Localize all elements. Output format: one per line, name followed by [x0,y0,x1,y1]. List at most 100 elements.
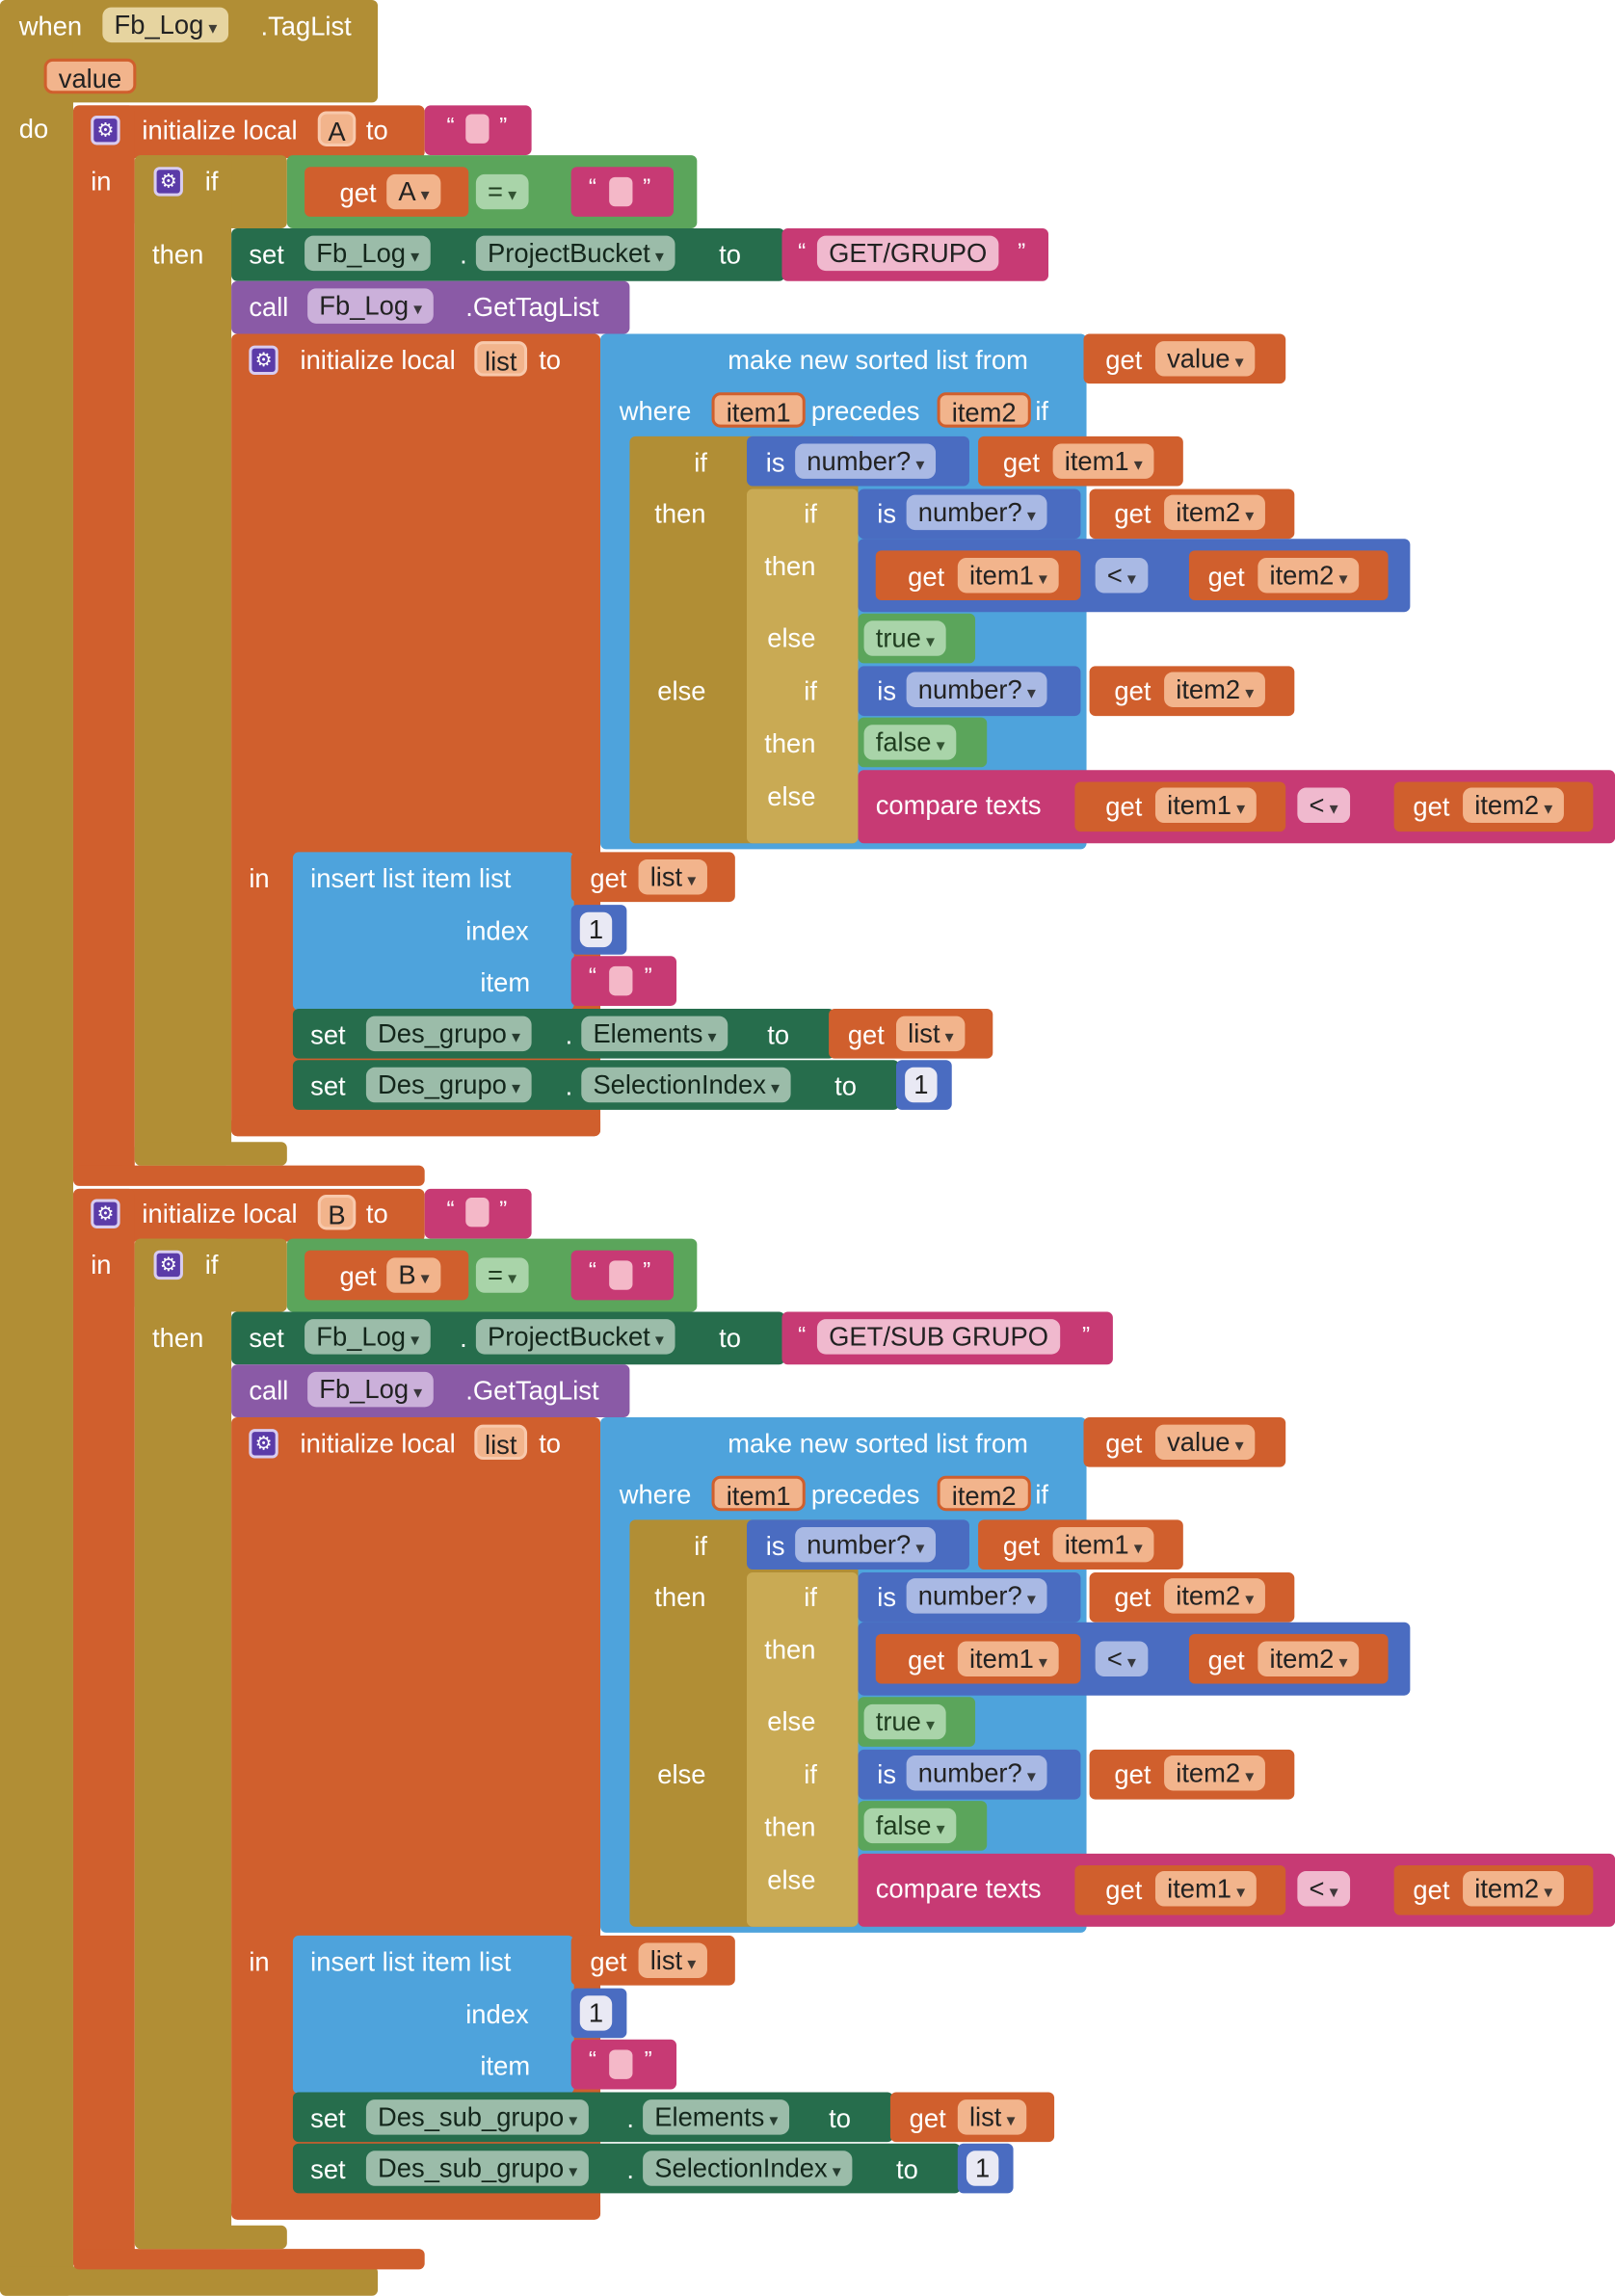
get-label: get [1105,1429,1143,1459]
lt-operator-dropdown[interactable]: < [1095,1641,1149,1676]
number-field[interactable]: 1 [579,1995,613,2031]
number-field[interactable]: 1 [966,2151,999,2186]
event-block-footer [0,2266,379,2296]
get-var-dropdown[interactable]: item2 [1463,787,1565,824]
get-var-dropdown[interactable]: item2 [1164,494,1266,531]
component-dropdown[interactable]: Des_sub_grupo [365,2099,590,2135]
get-var-dropdown[interactable]: item2 [1258,1641,1360,1676]
is-number-dropdown[interactable]: number? [906,1578,1048,1614]
if-label: if [694,447,707,478]
true-dropdown[interactable]: true [863,620,947,656]
get-var-dropdown[interactable]: value [1154,1424,1256,1461]
empty-string-field[interactable] [609,176,633,207]
empty-string-field[interactable] [465,1198,490,1227]
get-var-dropdown[interactable]: item1 [1154,787,1258,824]
gear-icon[interactable]: ⚙ [91,116,120,145]
property-dropdown[interactable]: Elements [643,2099,790,2135]
empty-string-field[interactable] [609,1260,633,1290]
gear-icon[interactable]: ⚙ [153,167,183,197]
if-block-b-footer [134,2225,287,2250]
empty-string-field[interactable] [609,965,633,996]
insert-list-item-block[interactable] [292,852,574,1011]
var-name-list[interactable]: list [474,1424,528,1461]
empty-string-field[interactable] [609,2049,633,2079]
gear-icon[interactable]: ⚙ [249,345,278,376]
component-dropdown[interactable]: Fb_Log [102,7,229,43]
property-dropdown[interactable]: Elements [581,1016,728,1052]
property-dropdown[interactable]: ProjectBucket [475,1319,676,1355]
component-dropdown[interactable]: Fb_Log [304,1319,432,1355]
get-var-dropdown[interactable]: list [638,859,708,895]
get-var-dropdown[interactable]: item1 [957,1641,1060,1676]
lt-operator-dropdown[interactable]: < [1297,1871,1350,1907]
close-quote: ” [1018,240,1026,266]
is-number-dropdown[interactable]: number? [906,1755,1048,1791]
event-name: .TagList [260,12,352,41]
gear-icon[interactable]: ⚙ [91,1199,120,1228]
get-var-dropdown[interactable]: item2 [1258,557,1360,594]
false-dropdown[interactable]: false [863,1808,957,1844]
method-name: .GetTagList [465,292,599,323]
component-dropdown[interactable]: Des_sub_grupo [365,2151,590,2186]
false-dropdown[interactable]: false [863,725,957,760]
get-var-dropdown[interactable]: item1 [1052,443,1155,479]
is-number-dropdown[interactable]: number? [795,1526,937,1563]
then-label: then [764,1635,816,1665]
eq-operator-dropdown[interactable]: = [475,173,529,210]
get-var-dropdown[interactable]: list [638,1942,708,1978]
text-value-grupo[interactable]: GET/GRUPO [816,235,999,272]
component-dropdown[interactable]: Fb_Log [304,235,432,272]
property-dropdown[interactable]: ProjectBucket [475,235,676,272]
component-dropdown[interactable]: Des_grupo [365,1067,533,1103]
var-name-list[interactable]: list [474,341,528,377]
component-dropdown[interactable]: Fb_Log [307,1371,435,1408]
text-value-sub-grupo[interactable]: GET/SUB GRUPO [816,1319,1061,1355]
property-dropdown[interactable]: SelectionIndex [643,2151,854,2186]
to-label: to [829,2103,851,2134]
is-number-dropdown[interactable]: number? [906,494,1048,531]
get-var-dropdown[interactable]: item2 [1164,672,1266,707]
param-item2[interactable]: item2 [937,392,1031,428]
eq-operator-dropdown[interactable]: = [475,1257,529,1293]
get-var-dropdown[interactable]: item2 [1164,1578,1266,1614]
get-var-dropdown[interactable]: B [386,1257,441,1293]
var-name-b[interactable]: B [317,1194,357,1230]
insert-list-item-block[interactable] [292,1935,574,2095]
component-dropdown[interactable]: Des_grupo [365,1016,533,1052]
gear-icon[interactable]: ⚙ [153,1250,183,1280]
set-label: set [249,1323,284,1354]
get-label: get [1207,562,1245,592]
number-field[interactable]: 1 [905,1067,938,1103]
event-param-value[interactable]: value [43,58,137,94]
init-local-b-spine [72,1188,135,2267]
get-var-dropdown[interactable]: value [1154,341,1256,377]
var-name-a[interactable]: A [317,111,357,146]
get-var-dropdown[interactable]: list [957,2099,1027,2135]
param-item2[interactable]: item2 [937,1475,1031,1512]
true-dropdown[interactable]: true [863,1703,947,1740]
number-field[interactable]: 1 [579,911,613,948]
get-var-dropdown[interactable]: A [386,173,441,210]
get-var-dropdown[interactable]: item1 [1154,1871,1258,1907]
to-label: to [365,116,388,145]
in-label: in [249,1947,270,1977]
lt-operator-dropdown[interactable]: < [1297,787,1350,824]
component-dropdown[interactable]: Fb_Log [307,288,435,324]
get-var-dropdown[interactable]: item2 [1463,1871,1565,1907]
param-item1[interactable]: item1 [711,1475,806,1512]
get-var-dropdown[interactable]: item1 [1052,1526,1155,1563]
get-var-dropdown[interactable]: list [895,1016,966,1052]
property-dropdown[interactable]: SelectionIndex [581,1067,792,1103]
empty-string-field[interactable] [465,114,490,144]
get-var-dropdown[interactable]: item2 [1164,1755,1266,1791]
gear-icon[interactable]: ⚙ [249,1429,278,1459]
where-label: where [619,396,692,427]
if-label: if [804,499,817,529]
lt-operator-dropdown[interactable]: < [1095,557,1149,594]
get-var-dropdown[interactable]: item1 [957,557,1060,594]
init-local-label: initialize local [142,116,298,145]
is-number-dropdown[interactable]: number? [795,443,937,479]
param-item1[interactable]: item1 [711,392,806,428]
is-number-dropdown[interactable]: number? [906,672,1048,707]
